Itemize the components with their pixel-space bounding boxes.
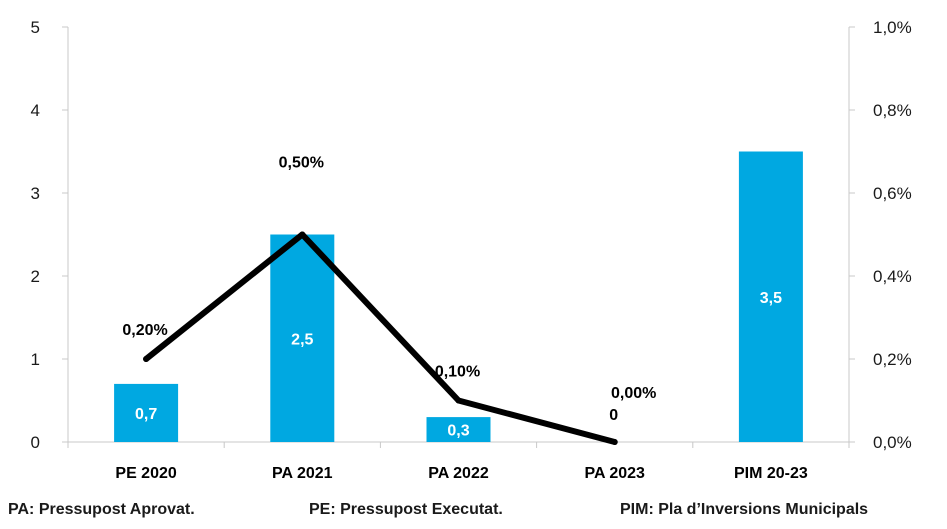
- line-point: [455, 397, 462, 404]
- bar: [270, 234, 335, 442]
- footnote-pe: PE: Pressupost Executat.: [309, 501, 503, 518]
- left-axis-tick-label: 4: [31, 101, 40, 120]
- line-point: [611, 439, 618, 445]
- line-path: [143, 231, 618, 445]
- left-axis-tick-label: 2: [31, 267, 40, 286]
- line-series: [143, 231, 618, 445]
- right-axis-tick-label: 1,0%: [873, 18, 912, 37]
- right-axis-tick-label: 0,8%: [873, 101, 912, 120]
- left-axis-tick-label: 1: [31, 350, 40, 369]
- x-axis-category-label: PIM 20-23: [734, 465, 808, 482]
- right-axis-tick-label: 0,0%: [873, 433, 912, 452]
- left-axis-tick-label: 0: [31, 433, 40, 452]
- x-axis-category-label: PA 2023: [584, 465, 645, 482]
- axes: 0 1 2 3 4 5 0,0% 0,2% 0,4% 0,6% 0,8% 1,0% PE 2020 PA …: [31, 18, 912, 482]
- left-axis-tick-label: 3: [31, 184, 40, 203]
- line-point: [299, 231, 306, 238]
- bar: [426, 417, 491, 442]
- line-value-label: 0,10%: [435, 364, 480, 381]
- bar: [114, 383, 179, 442]
- line-value-label: 0,00%: [611, 385, 656, 402]
- x-axis-category-label: PA 2021: [272, 465, 333, 482]
- line-value-label: 0,20%: [122, 322, 167, 339]
- line-value-label: 0,50%: [279, 155, 324, 172]
- data-labels: 0,7 2,5 0,3 0 3,5 0,20% 0,50% 0,10% 0,00%: [122, 155, 782, 440]
- footnote-pim: PIM: Pla d’Inversions Municipals: [620, 501, 869, 518]
- x-axis-category-label: PA 2022: [428, 465, 489, 482]
- line-point: [143, 356, 150, 362]
- right-axis-tick-label: 0,2%: [873, 350, 912, 369]
- x-axis-category-label: PE 2020: [115, 465, 176, 482]
- bars: [114, 151, 803, 442]
- right-axis-tick-label: 0,6%: [873, 184, 912, 203]
- combo-chart: 0 1 2 3 4 5 0,0% 0,2% 0,4% 0,6% 0,8% 1,0% PE 2020 PA …: [31, 18, 912, 482]
- right-axis-tick-label: 0,4%: [873, 267, 912, 286]
- bar-value-label: 0,7: [135, 406, 157, 423]
- bar-value-label: 0,3: [447, 423, 469, 440]
- left-axis-tick-label: 5: [31, 18, 40, 37]
- bar-value-label: 0: [609, 407, 618, 424]
- bar-value-label: 3,5: [760, 290, 782, 307]
- bar-value-label: 2,5: [291, 331, 313, 348]
- footnote-pa: PA: Pressupost Aprovat.: [8, 501, 195, 518]
- bar: [738, 151, 803, 442]
